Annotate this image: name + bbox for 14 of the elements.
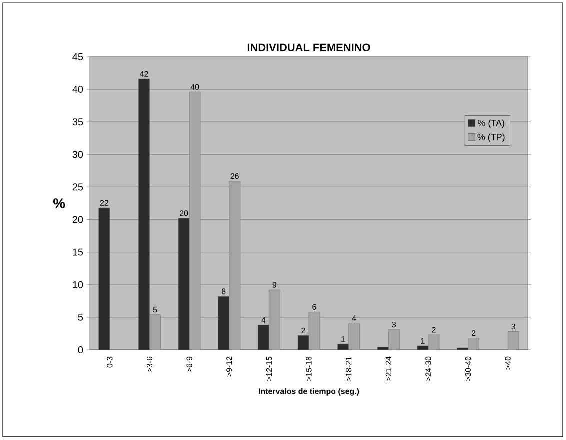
legend-label: % (TP): [478, 134, 505, 142]
y-tick-label: 5: [78, 314, 84, 321]
y-tick-label: 45: [72, 54, 84, 60]
y-tick-label: 20: [72, 216, 84, 224]
y-tick-label: 30: [72, 151, 84, 158]
y-tick-label: 40: [72, 86, 84, 94]
y-tick-label: 35: [72, 118, 84, 126]
chart-title: INDIVIDUAL FEMENINO: [248, 44, 370, 52]
y-axis-title: %: [54, 198, 66, 208]
y-tick-label: 10: [73, 281, 84, 288]
y-tick-label: 25: [72, 184, 84, 191]
y-tick-label: 15: [73, 248, 84, 256]
y-tick-label: 0: [78, 346, 84, 354]
legend-label: % (TA): [478, 120, 504, 128]
